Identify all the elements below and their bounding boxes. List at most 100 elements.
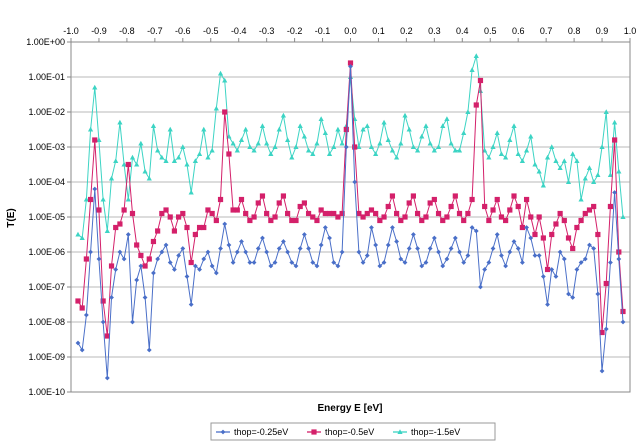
data-point <box>544 266 551 273</box>
data-point <box>553 158 559 163</box>
data-point <box>469 225 475 230</box>
data-point <box>595 172 601 177</box>
legend-entry: thop=-1.5eV <box>393 427 460 437</box>
data-point <box>293 263 299 269</box>
data-point <box>565 179 572 184</box>
data-point <box>272 214 278 220</box>
data-point <box>159 154 165 160</box>
data-point <box>511 123 517 128</box>
x-tick-label: -0.6 <box>175 26 191 36</box>
data-point <box>364 123 370 128</box>
y-tick-label: 1.00E-08 <box>28 317 65 327</box>
data-point <box>305 210 312 217</box>
series-thop=-0.5eV <box>75 60 626 339</box>
data-point <box>402 214 408 220</box>
data-point <box>138 263 144 269</box>
data-point <box>289 154 295 160</box>
data-point <box>431 196 437 203</box>
data-point <box>209 263 215 269</box>
data-point <box>268 263 274 269</box>
data-point <box>83 256 89 262</box>
data-point <box>607 203 614 210</box>
legend-entry: thop=-0.25eV <box>216 427 288 437</box>
data-point <box>230 140 236 146</box>
x-tick-label: 0.2 <box>400 26 413 36</box>
data-point <box>574 224 580 231</box>
data-point <box>260 235 265 241</box>
data-point <box>444 214 450 220</box>
data-point <box>482 267 488 272</box>
data-point <box>414 147 421 153</box>
data-point <box>490 144 496 149</box>
data-point <box>427 200 433 206</box>
data-point <box>595 231 601 238</box>
data-point <box>536 253 542 258</box>
data-point <box>217 70 224 76</box>
data-point <box>184 224 190 231</box>
data-point <box>523 196 530 203</box>
data-point <box>230 260 236 265</box>
data-point <box>561 217 567 224</box>
data-point <box>410 232 416 237</box>
data-point <box>306 246 311 251</box>
data-point <box>557 165 563 170</box>
data-point <box>142 295 148 300</box>
data-point <box>599 144 605 149</box>
data-point <box>478 284 483 290</box>
data-point <box>247 144 253 149</box>
data-point <box>272 144 278 149</box>
data-point <box>134 242 140 248</box>
data-point <box>155 228 161 234</box>
data-point <box>171 228 178 234</box>
data-point <box>121 161 127 167</box>
data-point <box>465 210 471 217</box>
data-point <box>125 196 131 202</box>
data-point <box>167 260 173 265</box>
legend: thop=-0.25eV thop=-0.5eV thop=-1.5eV <box>210 422 496 441</box>
data-point <box>150 123 157 128</box>
data-point <box>570 151 576 156</box>
data-point <box>360 214 366 220</box>
data-point <box>310 151 316 156</box>
data-point <box>369 225 374 230</box>
data-point <box>201 126 207 132</box>
data-point <box>196 224 203 231</box>
data-point <box>620 319 626 325</box>
data-point <box>243 249 249 255</box>
legend-marker <box>311 429 317 435</box>
data-point <box>406 126 412 132</box>
data-point <box>498 151 505 156</box>
data-point <box>452 235 458 241</box>
data-point <box>180 144 186 149</box>
data-point <box>146 175 152 181</box>
data-point <box>511 239 517 244</box>
y-tick-label: 1.00E-02 <box>28 107 65 117</box>
data-point <box>326 210 333 217</box>
data-point <box>142 263 148 269</box>
data-point <box>549 231 555 238</box>
data-point <box>532 253 538 258</box>
data-point <box>528 235 534 241</box>
data-point <box>553 274 559 279</box>
data-point <box>574 267 580 272</box>
data-point <box>113 158 119 163</box>
data-point <box>452 147 458 153</box>
data-point <box>524 225 529 230</box>
x-tick-label: 0.5 <box>484 26 497 36</box>
data-point <box>83 196 89 202</box>
data-point <box>444 256 450 262</box>
data-point <box>251 147 257 153</box>
legend-marker <box>220 429 226 435</box>
data-point <box>222 221 228 227</box>
data-point <box>532 231 538 238</box>
data-point <box>528 214 534 220</box>
data-point <box>440 263 446 269</box>
data-point <box>368 144 375 149</box>
data-point <box>264 249 270 255</box>
legend-marker <box>397 429 403 434</box>
data-point <box>519 260 525 265</box>
data-point <box>109 295 114 300</box>
y-tick-label: 1.00E-03 <box>28 142 65 152</box>
data-point <box>586 207 593 213</box>
data-point <box>163 158 169 163</box>
